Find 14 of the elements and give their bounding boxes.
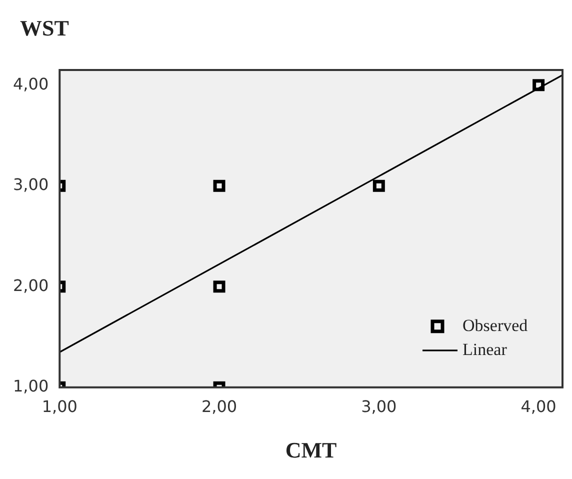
x-tick-label: 1,00 [42, 397, 78, 416]
legend-label: Linear [462, 340, 508, 359]
x-tick-label: 3,00 [361, 397, 397, 416]
x-tick-label: 2,00 [201, 397, 238, 416]
y-tick-label: 1,00 [13, 376, 49, 396]
legend-label: Observed [462, 316, 528, 335]
y-axis-title: WST [20, 16, 70, 41]
x-axis-title: CMT [285, 437, 338, 462]
point [213, 180, 226, 192]
y-tick-label: 2,00 [13, 276, 49, 295]
y-tick-label: 3,00 [13, 175, 49, 194]
point [372, 180, 385, 192]
x-tick-label: 4,00 [520, 397, 556, 416]
y-tick-label: 4,00 [13, 74, 49, 94]
